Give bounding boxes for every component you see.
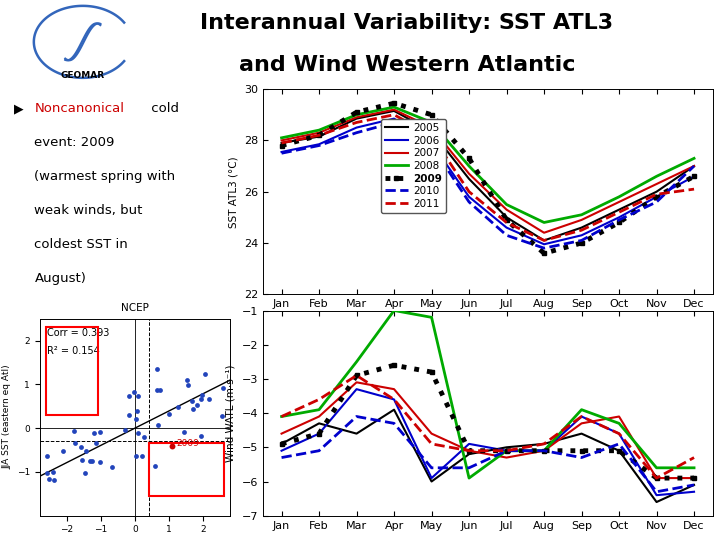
Point [84,457,96,465]
Point [186,396,198,405]
Point [172,402,184,411]
Point [137,451,148,460]
Point [195,431,207,440]
Point [167,441,179,450]
Text: Noncanonical: Noncanonical [35,102,125,115]
Point [130,452,142,461]
Text: ▶: ▶ [14,102,24,115]
Point [195,395,207,403]
Point [75,443,86,451]
Text: R² = 0.154: R² = 0.154 [48,346,100,356]
Point [132,392,143,401]
Point [152,421,163,430]
Text: coldest SST in: coldest SST in [35,238,128,251]
Text: (warmest spring with: (warmest spring with [35,170,176,183]
Point [154,386,166,395]
Point [163,409,175,418]
Point [181,376,193,384]
Text: NCEP: NCEP [121,303,149,313]
Text: August): August) [35,272,86,285]
Point [69,438,81,447]
Point [130,415,142,423]
Point [131,407,143,415]
Point [76,455,88,464]
Point [42,475,54,483]
Point [123,410,135,419]
Point [149,462,161,470]
Text: Interannual Variability: SST ATL3: Interannual Variability: SST ATL3 [200,14,613,33]
Point [57,446,68,455]
Text: GEOMAR: GEOMAR [60,71,105,80]
Text: weak winds, but: weak winds, but [35,204,143,217]
Bar [46,327,97,415]
Point [129,387,140,396]
Y-axis label: JJA SST (eastern eq Atl): JJA SST (eastern eq Atl) [2,365,11,469]
Point [48,476,60,484]
Point [191,401,202,409]
Text: 2009: 2009 [176,439,199,448]
Point [124,392,135,401]
Point [88,429,99,437]
Point [199,370,211,379]
Point [68,427,79,435]
Point [41,469,53,477]
Point [151,385,163,394]
Y-axis label: SST ATL3 (°C): SST ATL3 (°C) [228,156,238,227]
Text: event: 2009: event: 2009 [35,136,114,149]
Point [203,394,215,403]
Point [94,458,106,467]
Point [106,462,117,471]
Point [188,405,199,414]
Text: Corr = 0.393: Corr = 0.393 [48,328,109,339]
Text: and Wind Western Atlantic: and Wind Western Atlantic [238,55,575,75]
Text: cold: cold [147,102,179,115]
Point [217,384,228,393]
Legend: 2005, 2006, 2007, 2008, 2009, 2010, 2011: 2005, 2006, 2007, 2008, 2009, 2010, 2011 [380,119,446,213]
Bar [148,443,224,496]
Point [86,457,97,465]
Point [151,364,163,373]
Point [197,390,208,399]
Point [90,438,102,447]
Point [120,426,131,434]
Point [78,468,90,477]
Point [139,433,150,442]
Point [94,428,105,436]
Y-axis label: Wind WATL (m·s⁻¹): Wind WATL (m·s⁻¹) [226,364,236,462]
Point [182,381,194,390]
Point [42,451,53,460]
Point [81,447,92,455]
Point [132,429,143,437]
Point [47,468,58,476]
Point [178,428,189,437]
Point [216,412,228,421]
